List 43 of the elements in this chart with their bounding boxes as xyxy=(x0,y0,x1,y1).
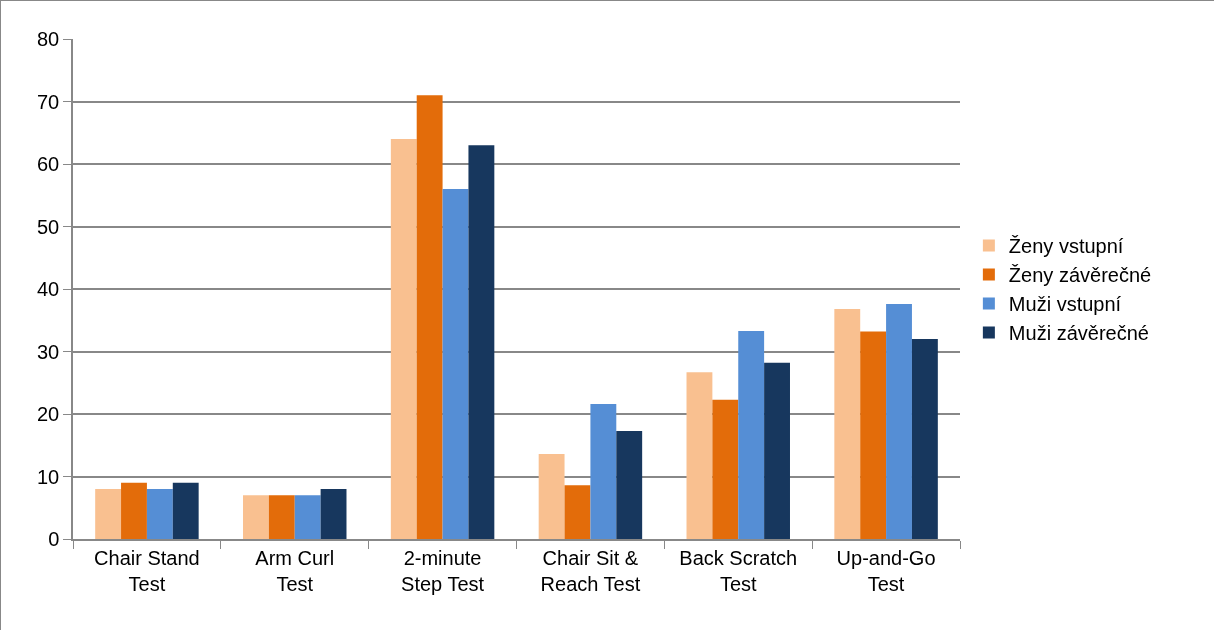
bar xyxy=(911,339,938,539)
bar xyxy=(95,489,122,539)
y-tick-label: 20 xyxy=(37,403,60,425)
x-tick-label: 2-minute Step Test xyxy=(401,546,485,595)
bar xyxy=(416,95,443,539)
y-tick-label: 60 xyxy=(37,153,60,175)
x-tick-label: Chair Stand Test xyxy=(94,546,200,595)
bar xyxy=(686,372,713,539)
bar xyxy=(564,485,591,539)
y-tick-label: 0 xyxy=(48,528,60,550)
y-tick-label: 70 xyxy=(37,90,60,113)
legend-label: Muži vstupní xyxy=(1008,293,1122,316)
bar xyxy=(146,489,173,539)
bar xyxy=(738,330,765,539)
bar xyxy=(538,454,565,539)
bar xyxy=(590,404,617,539)
y-tick-label: 80 xyxy=(37,28,60,50)
legend-label: Muži závěrečné xyxy=(1008,322,1149,345)
bar xyxy=(764,362,790,539)
bar xyxy=(468,145,495,539)
y-tick-label: 10 xyxy=(37,465,60,488)
bar xyxy=(886,304,912,539)
bar xyxy=(712,399,739,539)
x-tick-label: Chair Sit & Reach Test xyxy=(540,546,641,595)
x-tick-label: Arm Curl Test xyxy=(255,546,335,595)
bar xyxy=(442,189,469,539)
x-tick-label: Back Scratch Test xyxy=(679,546,798,595)
y-tick-label: 30 xyxy=(37,340,60,363)
bar xyxy=(616,430,643,539)
bar xyxy=(320,489,347,539)
bar xyxy=(243,495,269,539)
bar xyxy=(268,495,295,539)
x-tick-label: Up-and-Go Test xyxy=(836,546,936,595)
bar xyxy=(121,482,147,539)
bar xyxy=(294,495,321,539)
bar xyxy=(834,309,861,539)
legend-label: Ženy závěrečné xyxy=(1008,264,1152,287)
y-tick-label: 50 xyxy=(37,215,60,238)
bar xyxy=(172,482,199,539)
y-tick-label: 40 xyxy=(37,278,60,300)
bar xyxy=(860,331,887,539)
bar xyxy=(390,139,417,539)
legend-label: Ženy vstupní xyxy=(1008,235,1124,258)
